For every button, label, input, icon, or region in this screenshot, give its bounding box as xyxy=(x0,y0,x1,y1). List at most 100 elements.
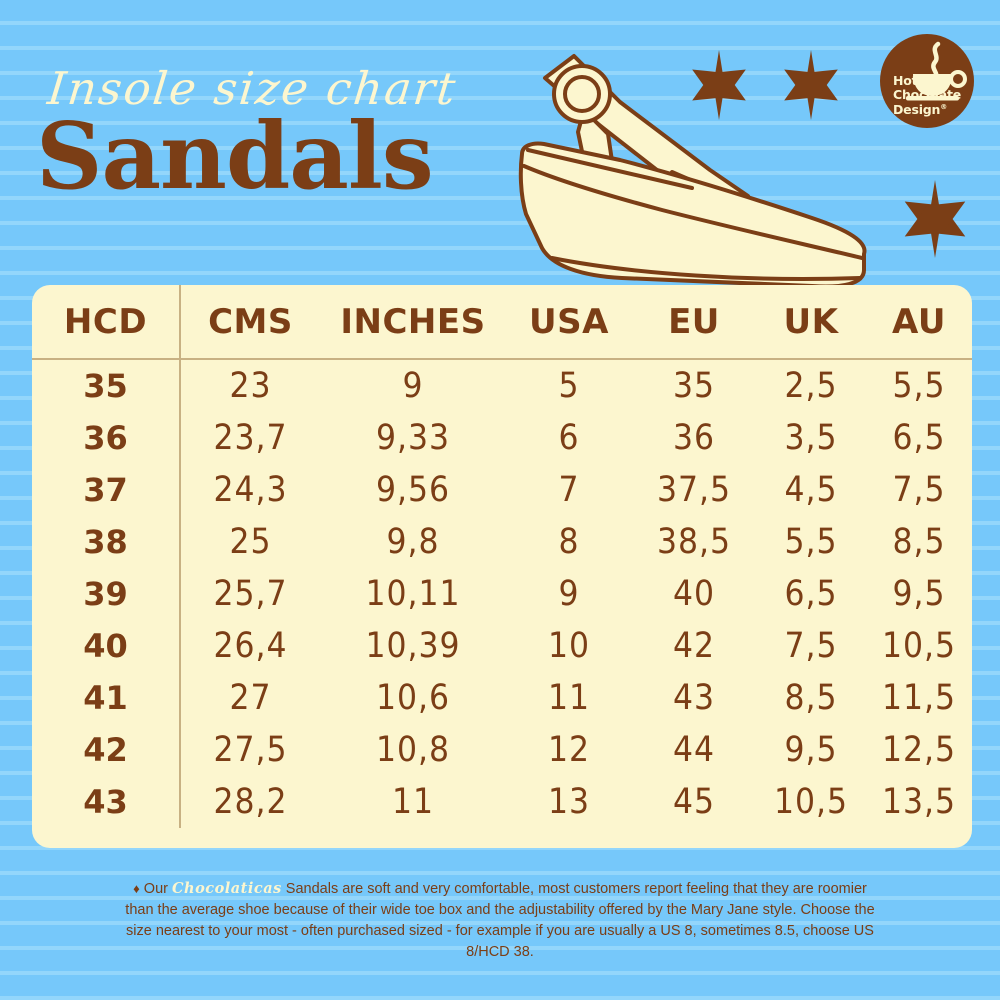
size-chart-table: HCD CMS INCHES USA EU UK AU 35 23 9 5 35… xyxy=(32,285,972,828)
table-row: 38 25 9,8 8 38,5 5,5 8,5 xyxy=(32,516,972,568)
cell-inches: 10,6 xyxy=(375,678,451,718)
cell-au: 5,5 xyxy=(892,366,946,406)
table-header: HCD CMS INCHES USA EU UK AU xyxy=(32,285,972,360)
table-row: 43 28,2 11 13 45 10,5 13,5 xyxy=(32,776,972,828)
table-row: 37 24,3 9,56 7 37,5 4,5 7,5 xyxy=(32,464,972,516)
table-row: 35 23 9 5 35 2,5 5,5 xyxy=(32,359,972,412)
column-header-eu: EU xyxy=(632,285,756,360)
footer-lead: Our xyxy=(139,881,172,897)
hot-chocolate-cup-icon xyxy=(906,41,967,101)
table-row: 36 23,7 9,33 6 36 3,5 6,5 xyxy=(32,412,972,464)
cell-cms: 24,3 xyxy=(213,470,288,510)
logo-line-3: Design xyxy=(893,102,941,118)
cell-eu: 36 xyxy=(672,418,716,458)
cell-usa: 10 xyxy=(547,626,591,666)
cell-au: 9,5 xyxy=(892,574,946,614)
column-header-inches: INCHES xyxy=(320,285,506,360)
cell-cms: 25,7 xyxy=(213,574,288,614)
cell-au: 12,5 xyxy=(881,730,957,770)
cell-uk: 3,5 xyxy=(784,418,838,458)
column-header-cms: CMS xyxy=(180,285,320,360)
cell-uk: 8,5 xyxy=(784,678,838,718)
cell-hcd: 43 xyxy=(32,776,181,828)
brand-name: Chocolaticas xyxy=(172,880,282,897)
diamond-icon: ♦ xyxy=(133,881,140,896)
cell-cms: 23 xyxy=(229,366,272,406)
logo-text: Hot Chocolate Design® xyxy=(893,74,961,117)
star-icon xyxy=(780,50,842,120)
table-body: 35 23 9 5 35 2,5 5,5 36 23,7 9,33 6 36 3… xyxy=(32,359,972,828)
column-header-hcd: HCD xyxy=(32,285,181,360)
cell-uk: 6,5 xyxy=(784,574,838,614)
cell-inches: 9,8 xyxy=(386,522,440,562)
footer-note: ♦ Our Chocolaticas Sandals are soft and … xyxy=(120,878,880,963)
cell-hcd: 39 xyxy=(32,568,181,620)
cell-usa: 5 xyxy=(558,366,580,406)
cell-uk: 2,5 xyxy=(784,366,838,406)
cell-inches: 9,33 xyxy=(375,418,451,458)
table-row: 41 27 10,6 11 43 8,5 11,5 xyxy=(32,672,972,724)
star-icon xyxy=(900,180,970,258)
table-row: 42 27,5 10,8 12 44 9,5 12,5 xyxy=(32,724,972,776)
size-chart-panel: HCD CMS INCHES USA EU UK AU 35 23 9 5 35… xyxy=(32,285,972,848)
wedge-sandal-illustration xyxy=(518,54,867,289)
cell-au: 10,5 xyxy=(881,626,957,666)
cell-cms: 26,4 xyxy=(213,626,288,666)
cell-inches: 10,11 xyxy=(365,574,461,614)
cell-inches: 9 xyxy=(402,366,424,406)
cell-usa: 12 xyxy=(547,730,591,770)
cell-cms: 23,7 xyxy=(213,418,288,458)
cell-hcd: 42 xyxy=(32,724,181,776)
logo-line-2: Chocolate xyxy=(893,86,962,102)
cell-eu: 42 xyxy=(672,626,716,666)
logo-registered-mark: ® xyxy=(940,103,948,111)
cell-cms: 25 xyxy=(229,522,272,562)
page-title: Sandals xyxy=(36,102,434,210)
cell-inches: 9,56 xyxy=(375,470,451,510)
table-header-row: HCD CMS INCHES USA EU UK AU xyxy=(32,285,972,360)
cell-usa: 7 xyxy=(558,470,580,510)
cell-inches: 10,39 xyxy=(365,626,461,666)
cell-uk: 9,5 xyxy=(784,730,838,770)
cell-usa: 8 xyxy=(558,522,580,562)
cell-au: 7,5 xyxy=(892,470,946,510)
cell-usa: 6 xyxy=(558,418,580,458)
cell-uk: 4,5 xyxy=(784,470,838,510)
cell-eu: 38,5 xyxy=(656,522,732,562)
logo-line-1: Hot xyxy=(893,73,918,88)
footer-text: Sandals are soft and very comfortable, m… xyxy=(125,881,875,960)
cell-eu: 37,5 xyxy=(656,470,732,510)
cell-eu: 43 xyxy=(672,678,716,718)
cell-hcd: 41 xyxy=(32,672,181,724)
cell-hcd: 37 xyxy=(32,464,181,516)
cell-inches: 11 xyxy=(391,782,435,822)
column-header-au: AU xyxy=(866,285,972,360)
cell-hcd: 35 xyxy=(32,359,181,412)
cell-usa: 11 xyxy=(547,678,591,718)
cell-eu: 44 xyxy=(672,730,716,770)
cell-au: 13,5 xyxy=(881,782,957,822)
cell-eu: 35 xyxy=(672,366,716,406)
cell-cms: 28,2 xyxy=(213,782,288,822)
cell-hcd: 38 xyxy=(32,516,181,568)
cell-uk: 10,5 xyxy=(773,782,849,822)
cell-au: 6,5 xyxy=(892,418,946,458)
column-header-uk: UK xyxy=(756,285,866,360)
cell-uk: 7,5 xyxy=(784,626,838,666)
cell-eu: 45 xyxy=(672,782,716,822)
cell-eu: 40 xyxy=(672,574,716,614)
cell-usa: 13 xyxy=(547,782,591,822)
brand-logo: Hot Chocolate Design® xyxy=(880,34,974,128)
column-header-usa: USA xyxy=(506,285,632,360)
cell-cms: 27 xyxy=(229,678,272,718)
cell-inches: 10,8 xyxy=(375,730,451,770)
cell-hcd: 36 xyxy=(32,412,181,464)
cell-au: 8,5 xyxy=(892,522,946,562)
table-row: 40 26,4 10,39 10 42 7,5 10,5 xyxy=(32,620,972,672)
table-row: 39 25,7 10,11 9 40 6,5 9,5 xyxy=(32,568,972,620)
cell-cms: 27,5 xyxy=(213,730,288,770)
cell-au: 11,5 xyxy=(881,678,957,718)
star-icon xyxy=(688,50,750,120)
cell-usa: 9 xyxy=(558,574,580,614)
